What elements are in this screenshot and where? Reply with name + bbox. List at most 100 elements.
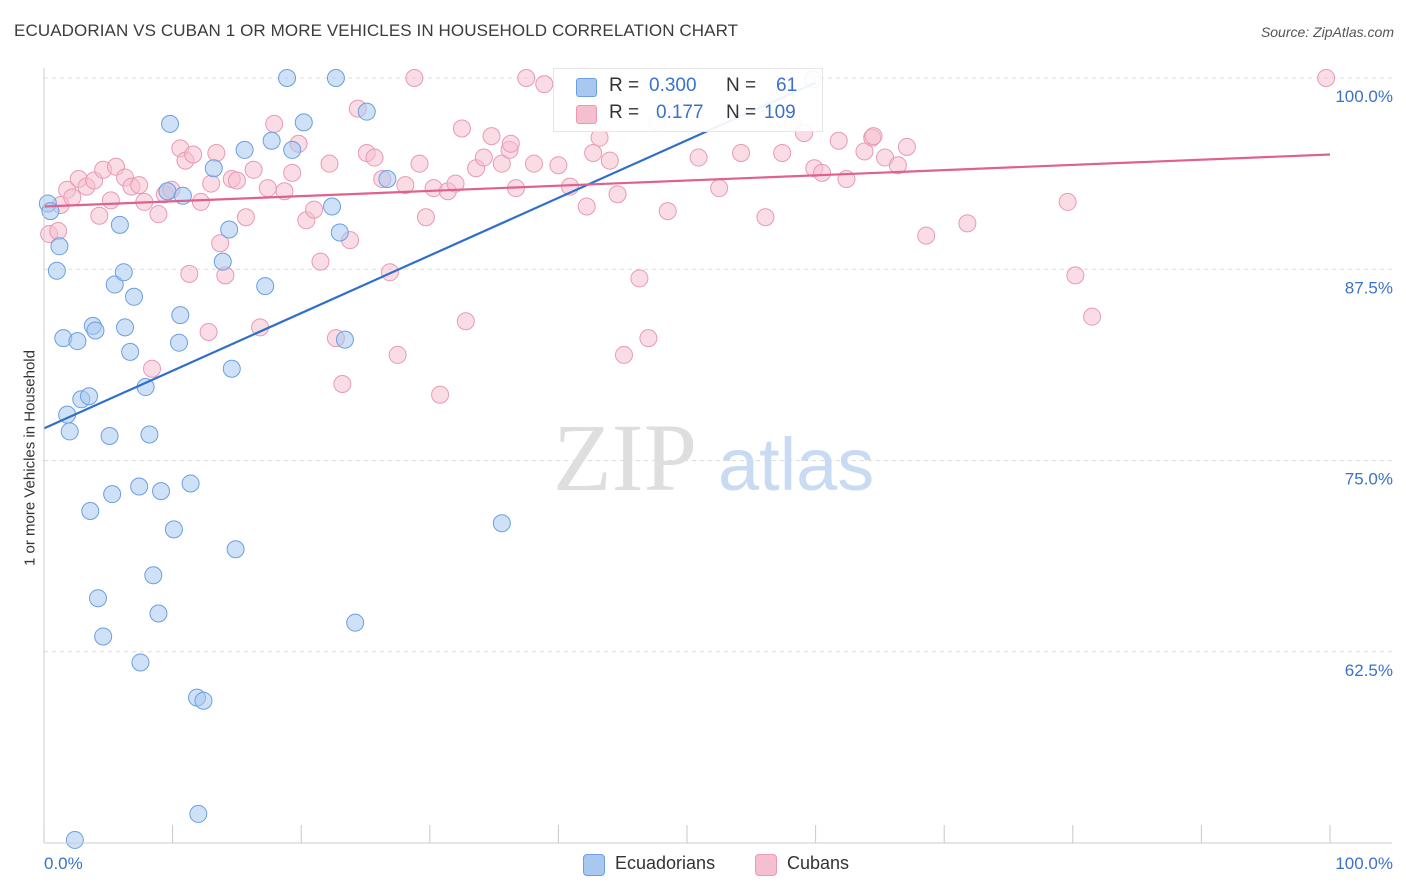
data-point-cubans — [584, 143, 603, 162]
data-point-cubans — [227, 171, 246, 190]
data-point-cubans — [275, 182, 294, 201]
data-point-ecuadorians — [283, 140, 302, 159]
trend-line-cubans — [43, 153, 1331, 208]
data-point-ecuadorians — [357, 102, 376, 121]
data-point-cubans — [211, 234, 230, 253]
data-point-ecuadorians — [222, 359, 241, 378]
data-point-cubans — [63, 188, 82, 207]
data-point-cubans — [456, 312, 475, 331]
data-point-ecuadorians — [131, 653, 150, 672]
data-point-cubans — [452, 119, 471, 138]
data-point-cubans — [864, 127, 883, 146]
data-point-ecuadorians — [125, 287, 144, 306]
data-point-cubans — [320, 154, 339, 173]
data-point-ecuadorians — [50, 237, 69, 256]
data-point-cubans — [410, 154, 429, 173]
trend-line-ecuadorians — [43, 81, 817, 430]
data-point-cubans — [365, 148, 384, 167]
data-point-ecuadorians — [378, 169, 397, 188]
y-tick-label: 100.0% — [1335, 87, 1393, 106]
data-point-ecuadorians — [335, 330, 354, 349]
data-point-ecuadorians — [323, 197, 342, 216]
watermark: ZIP atlas — [553, 404, 874, 511]
legend-swatch-ecuadorians — [583, 854, 605, 876]
data-point-cubans — [492, 154, 511, 173]
data-point-ecuadorians — [130, 477, 149, 496]
data-point-cubans — [396, 176, 415, 195]
data-point-ecuadorians — [204, 159, 223, 178]
legend-row-cubans: R = 0.177 N = 109 — [576, 102, 816, 126]
data-point-cubans — [958, 214, 977, 233]
data-point-ecuadorians — [326, 69, 345, 87]
data-point-cubans — [535, 75, 554, 94]
data-point-ecuadorians — [80, 387, 99, 406]
data-point-cubans — [244, 160, 263, 179]
data-point-cubans — [710, 179, 729, 198]
data-point-cubans — [756, 208, 775, 227]
data-point-cubans — [333, 375, 352, 393]
legend-r-value: 0.300 — [649, 75, 697, 96]
data-point-cubans — [388, 345, 407, 364]
data-point-ecuadorians — [144, 566, 163, 585]
data-point-cubans — [265, 114, 284, 133]
y-tick-label: 62.5% — [1345, 661, 1393, 680]
data-point-ecuadorians — [346, 613, 365, 632]
axis-layer: 100.0% 87.5% 75.0% 62.5% 0.0% 100.0% — [43, 68, 1393, 873]
data-point-cubans — [258, 179, 277, 198]
source-credit: Source: ZipAtlas.com — [1260, 24, 1394, 40]
data-point-cubans — [49, 222, 68, 240]
legend-r-key: R = — [609, 75, 640, 96]
legend-swatch-cubans — [755, 854, 777, 876]
data-point-cubans — [431, 385, 450, 404]
data-point-cubans — [897, 137, 916, 156]
data-point-cubans — [689, 148, 708, 167]
data-point-ecuadorians — [65, 830, 84, 849]
data-point-cubans — [1083, 307, 1102, 326]
legend-label-cubans: Cubans — [787, 853, 850, 873]
data-point-ecuadorians — [213, 252, 232, 271]
data-point-ecuadorians — [89, 589, 108, 608]
data-point-ecuadorians — [47, 261, 66, 280]
data-point-cubans — [1066, 266, 1085, 285]
data-point-cubans — [917, 226, 936, 245]
data-point-ecuadorians — [121, 342, 140, 361]
legend-n-key: N = — [726, 102, 757, 123]
data-point-ecuadorians — [256, 277, 275, 296]
data-point-ecuadorians — [81, 501, 100, 520]
data-point-cubans — [311, 252, 330, 271]
data-point-cubans — [474, 148, 493, 167]
data-point-cubans — [517, 69, 536, 87]
data-point-cubans — [199, 322, 218, 341]
data-point-ecuadorians — [161, 114, 180, 133]
data-point-cubans — [501, 134, 520, 153]
x-tick-label: 0.0% — [44, 854, 83, 873]
data-point-ecuadorians — [226, 540, 245, 559]
data-point-cubans — [405, 69, 424, 87]
legend-r-value: 0.177 — [656, 102, 704, 123]
data-point-ecuadorians — [152, 482, 171, 501]
data-point-ecuadorians — [114, 263, 133, 282]
data-point-cubans — [482, 127, 501, 146]
data-point-cubans — [90, 206, 109, 225]
data-point-cubans — [608, 185, 627, 204]
data-point-ecuadorians — [194, 691, 213, 710]
legend-swatch-pink — [576, 105, 597, 124]
data-point-cubans — [549, 156, 568, 175]
legend-r-key: R = — [609, 102, 640, 123]
data-point-ecuadorians — [100, 427, 119, 446]
grid-layer — [44, 77, 1392, 653]
data-point-ecuadorians — [220, 220, 239, 239]
data-point-cubans — [202, 174, 221, 193]
x-tick-label: 100.0% — [1335, 854, 1393, 873]
data-point-ecuadorians — [492, 514, 511, 533]
series-legend: Ecuadorians Cubans — [0, 850, 1406, 880]
data-point-ecuadorians — [60, 422, 79, 441]
data-point-ecuadorians — [278, 69, 297, 87]
data-point-cubans — [149, 205, 168, 224]
data-point-ecuadorians — [189, 804, 208, 823]
data-point-cubans — [283, 163, 302, 182]
trend-lines — [43, 81, 1331, 430]
data-point-cubans — [101, 191, 120, 210]
watermark-atlas: atlas — [718, 423, 874, 506]
